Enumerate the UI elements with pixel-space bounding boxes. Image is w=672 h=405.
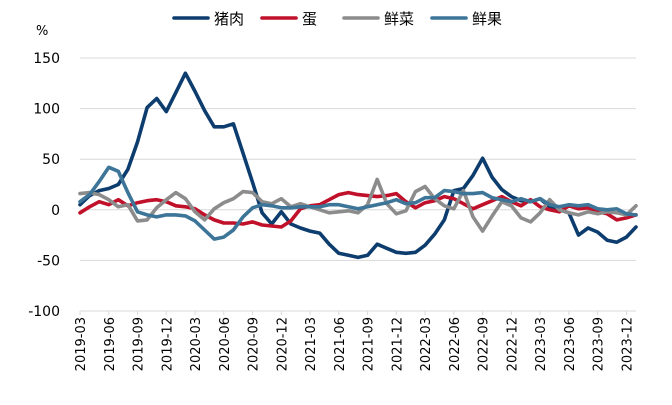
y-tick-label: -50 (37, 253, 60, 269)
legend-label: 鲜果 (472, 10, 502, 28)
legend-label: 猪肉 (214, 10, 244, 28)
y-tick-label: 150 (33, 51, 60, 67)
x-tick-label: 2021-03 (304, 317, 319, 371)
x-axis: 2019-03 2019-06 2019-09 2019-12 2020-03 2020-… (74, 311, 635, 371)
x-tick-label: 2023-12 (620, 317, 635, 371)
x-tick-label: 2021-06 (333, 317, 348, 371)
x-tick-label: 2023-03 (534, 317, 549, 371)
x-tick-label: 2022-12 (505, 317, 520, 371)
x-tick-label: 2019-12 (160, 317, 175, 371)
y-tick-label: 50 (42, 152, 60, 168)
series-line-鲜菜 (78, 177, 638, 233)
y-axis: 150 100 50 0 -50 -100 (28, 51, 60, 320)
x-tick-label: 2023-09 (592, 317, 607, 371)
series-line-鲜果 (78, 165, 638, 241)
legend-label: 鲜菜 (384, 10, 414, 28)
x-tick-label: 2022-09 (477, 317, 492, 371)
y-axis-unit-label: % (36, 24, 48, 39)
x-tick-label: 2021-09 (362, 317, 377, 371)
series-lines (78, 71, 638, 260)
x-tick-label: 2020-06 (218, 317, 233, 371)
x-tick-label: 2023-06 (563, 317, 578, 371)
y-tick-label: 0 (51, 203, 60, 219)
gridlines (80, 57, 636, 312)
x-tick-label: 2019-06 (103, 317, 118, 371)
y-tick-label: -100 (28, 304, 60, 320)
series-line-猪肉 (78, 71, 638, 260)
y-tick-label: 100 (33, 102, 60, 118)
x-tick-label: 2019-03 (74, 317, 89, 371)
legend: 猪肉 蛋 鲜菜 鲜果 (172, 10, 502, 28)
x-tick-label: 2022-03 (419, 317, 434, 371)
x-tick-label: 2020-12 (275, 317, 290, 371)
legend-label: 蛋 (302, 10, 317, 28)
x-tick-label: 2021-12 (390, 317, 405, 371)
x-tick-label: 2020-09 (247, 317, 262, 371)
x-tick-label: 2019-09 (132, 317, 147, 371)
x-tick-label: 2022-06 (448, 317, 463, 371)
x-tick-label: 2020-03 (189, 317, 204, 371)
